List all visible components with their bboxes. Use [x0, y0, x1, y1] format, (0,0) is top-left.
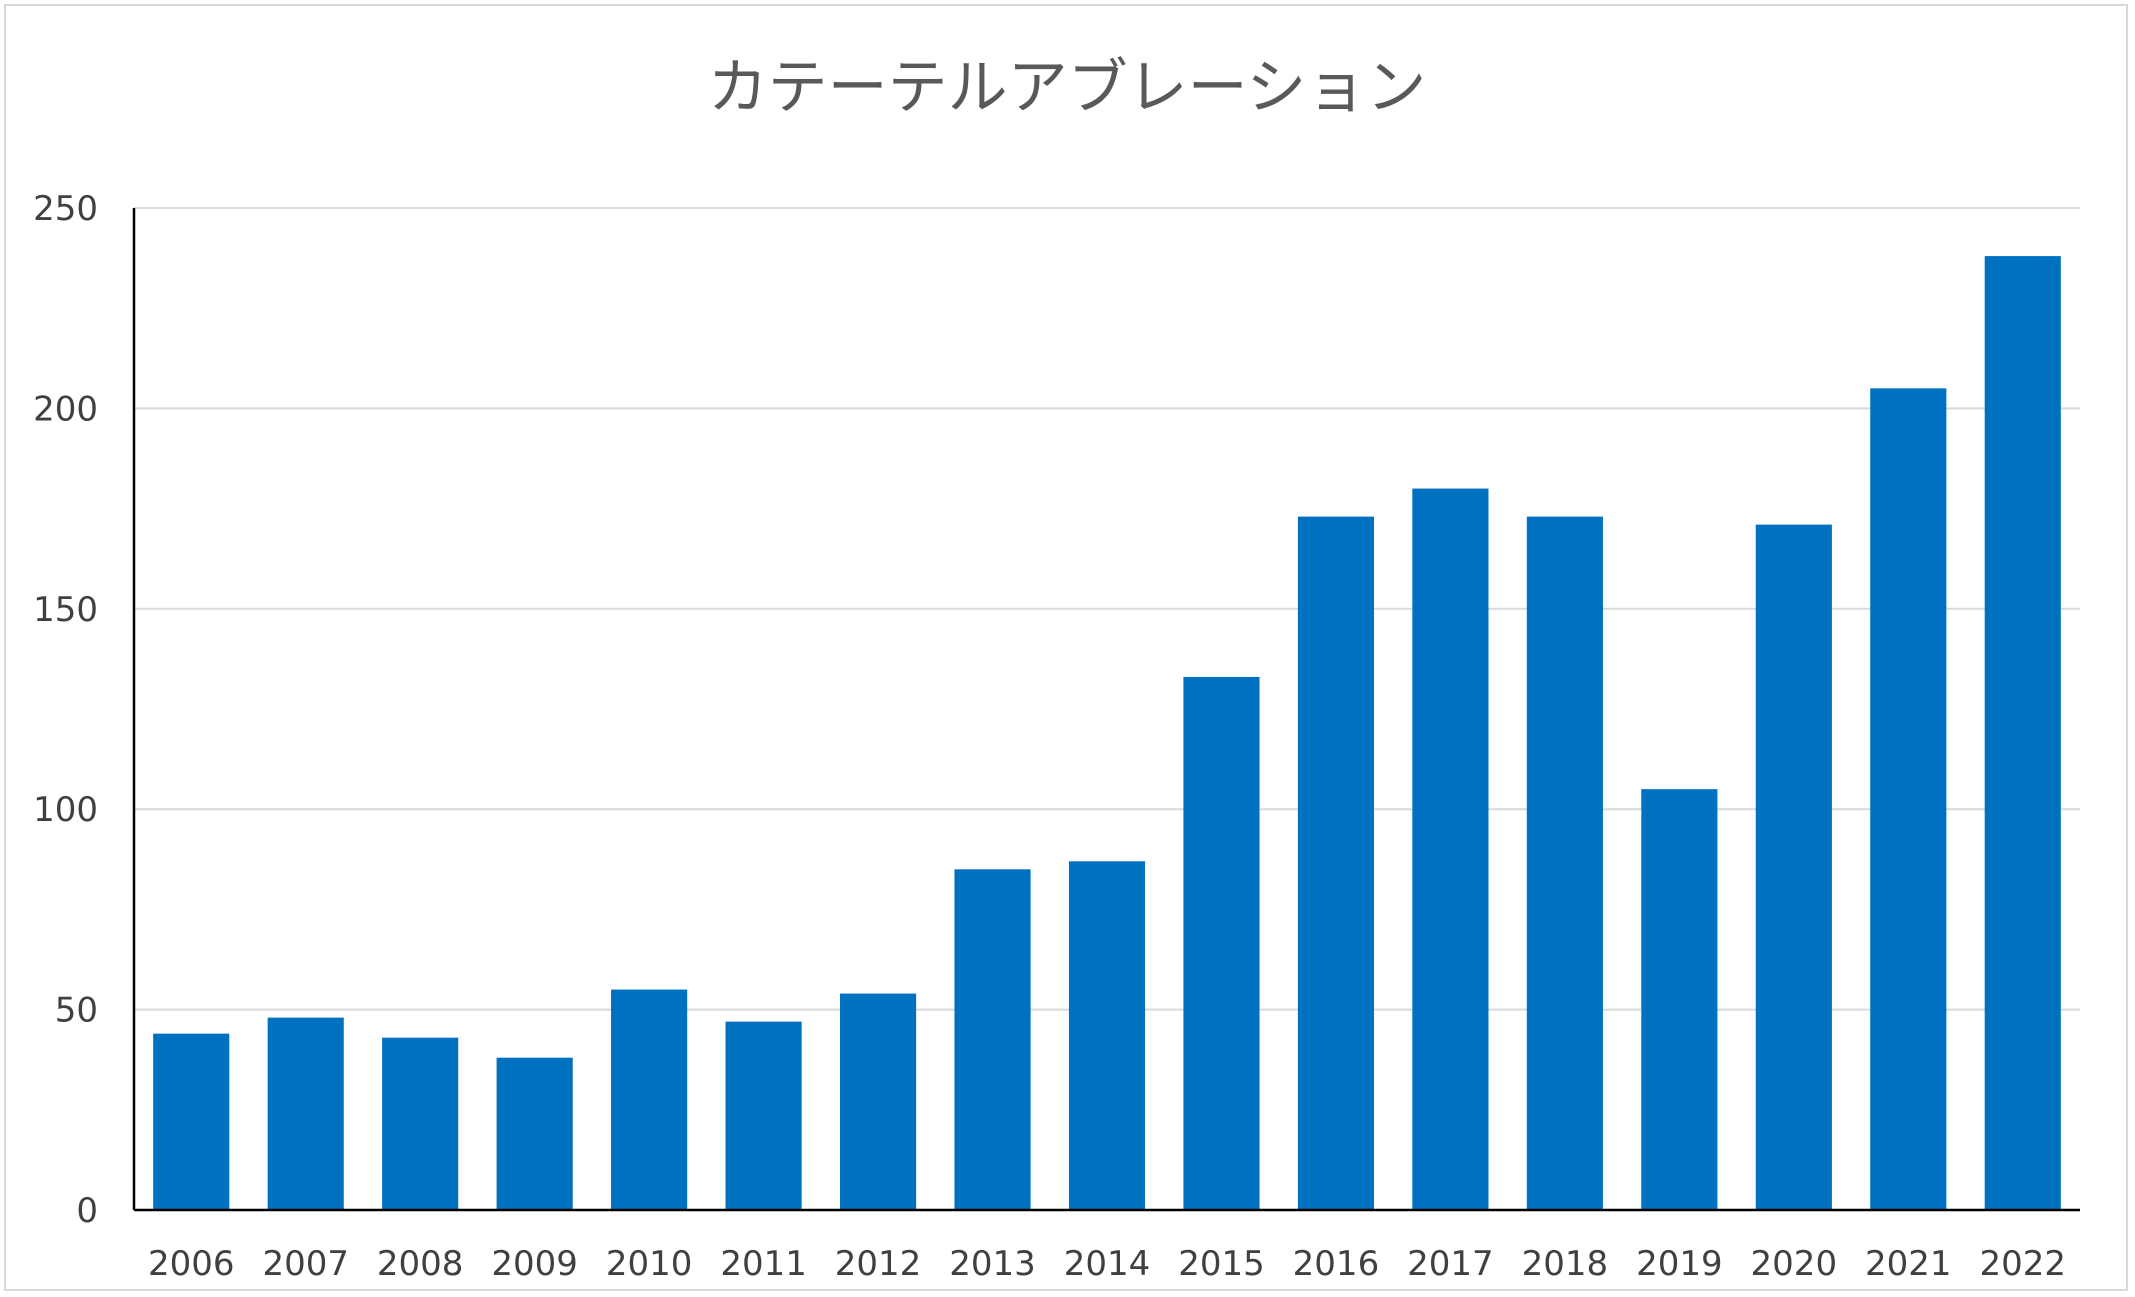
x-tick-label: 2016 — [1293, 1244, 1380, 1284]
bar-2007 — [267, 1017, 344, 1210]
y-tick-label: 150 — [33, 590, 98, 630]
bar-2011 — [725, 1021, 802, 1210]
bar-2006 — [153, 1033, 230, 1210]
y-tick-label: 50 — [55, 991, 98, 1031]
x-tick-label: 2021 — [1865, 1244, 1952, 1284]
gridlines — [134, 207, 2080, 1011]
x-axis-ticks: 2006 2007 2008 2009 2010 2011 2012 2013 2014 2015… — [148, 1244, 2066, 1284]
y-tick-label: 200 — [33, 389, 98, 429]
x-tick-label: 2006 — [148, 1244, 235, 1284]
x-tick-label: 2013 — [949, 1244, 1036, 1284]
x-tick-label: 2008 — [377, 1244, 464, 1284]
bar-2017 — [1412, 488, 1489, 1210]
bar-2015 — [1183, 676, 1260, 1210]
x-tick-label: 2019 — [1636, 1244, 1723, 1284]
x-tick-label: 2022 — [1979, 1244, 2066, 1284]
y-axis-ticks: 0 50 100 150 200 250 — [33, 189, 98, 1231]
bar-2012 — [839, 993, 917, 1210]
x-tick-label: 2007 — [262, 1244, 349, 1284]
x-tick-label: 2020 — [1751, 1244, 1838, 1284]
bar-2010 — [611, 989, 688, 1210]
x-tick-label: 2011 — [720, 1244, 807, 1284]
bar-2008 — [382, 1037, 459, 1210]
bar-2022 — [1984, 256, 2061, 1210]
bar-2019 — [1641, 789, 1718, 1210]
y-tick-label: 250 — [33, 189, 98, 229]
bar-2014 — [1068, 861, 1146, 1210]
bar-2021 — [1870, 388, 1947, 1210]
bar-2013 — [954, 869, 1031, 1210]
x-tick-label: 2012 — [835, 1244, 922, 1284]
bar-2016 — [1297, 516, 1375, 1210]
x-tick-label: 2014 — [1064, 1244, 1151, 1284]
x-tick-label: 2015 — [1178, 1244, 1265, 1284]
x-tick-label: 2010 — [606, 1244, 693, 1284]
chart-title: カテーテルアブレーション — [708, 53, 1427, 123]
y-tick-label: 100 — [33, 790, 98, 830]
x-tick-label: 2017 — [1407, 1244, 1494, 1284]
x-tick-label: 2018 — [1522, 1244, 1609, 1284]
x-tick-label: 2009 — [491, 1244, 578, 1284]
bar-2009 — [496, 1057, 573, 1210]
bar-2018 — [1526, 516, 1603, 1210]
bars — [153, 256, 2061, 1210]
bar-2020 — [1755, 524, 1832, 1210]
y-tick-label: 0 — [76, 1191, 98, 1231]
